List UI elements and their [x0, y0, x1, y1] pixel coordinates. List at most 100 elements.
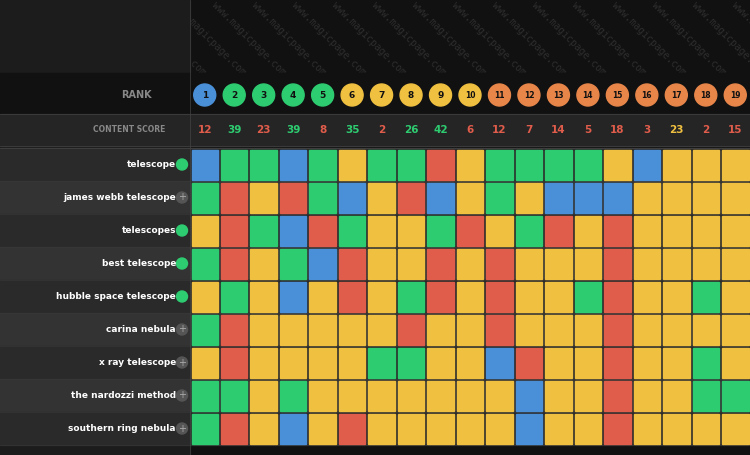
Text: 10: 10 — [465, 91, 476, 100]
Bar — [280, 182, 307, 212]
Bar — [427, 150, 454, 180]
Bar — [545, 216, 572, 246]
Bar — [457, 348, 483, 378]
Bar — [221, 182, 248, 212]
Bar — [692, 348, 719, 378]
Bar — [368, 182, 394, 212]
Circle shape — [176, 291, 188, 302]
Bar — [398, 380, 424, 410]
Bar — [191, 414, 218, 444]
Bar — [280, 282, 307, 312]
Bar — [0, 181, 750, 214]
Text: 7: 7 — [379, 91, 385, 100]
Bar — [251, 282, 277, 312]
Text: 1: 1 — [202, 91, 208, 100]
Bar — [457, 248, 483, 278]
Bar — [368, 282, 394, 312]
Text: 39: 39 — [286, 125, 300, 135]
Bar — [339, 348, 365, 378]
Text: 39: 39 — [227, 125, 242, 135]
Bar — [663, 314, 689, 344]
Text: www.magicpage.com/bl: www.magicpage.com/bl — [170, 0, 260, 90]
Bar — [486, 248, 513, 278]
Bar — [191, 182, 218, 212]
Bar — [310, 248, 336, 278]
Bar — [310, 282, 336, 312]
Bar — [545, 314, 572, 344]
Text: 2: 2 — [702, 125, 709, 135]
Bar — [722, 216, 748, 246]
Circle shape — [176, 390, 188, 401]
Bar — [427, 282, 454, 312]
Bar — [545, 248, 572, 278]
Text: 12: 12 — [197, 125, 212, 135]
Bar — [368, 216, 394, 246]
Text: 6: 6 — [349, 91, 355, 100]
Bar — [692, 150, 719, 180]
Text: 18: 18 — [700, 91, 711, 100]
Bar — [604, 348, 631, 378]
Bar — [339, 216, 365, 246]
Bar — [398, 414, 424, 444]
Bar — [310, 182, 336, 212]
Circle shape — [518, 84, 540, 106]
Circle shape — [176, 324, 188, 335]
Text: 18: 18 — [610, 125, 625, 135]
Bar — [692, 248, 719, 278]
Bar — [0, 379, 750, 412]
Bar — [191, 380, 218, 410]
Circle shape — [694, 84, 717, 106]
Bar — [722, 348, 748, 378]
Bar — [486, 380, 513, 410]
Circle shape — [176, 159, 188, 170]
Bar — [221, 150, 248, 180]
Bar — [604, 414, 631, 444]
Bar — [574, 380, 602, 410]
Bar — [634, 248, 660, 278]
Text: www.magicpage.com/bl: www.magicpage.com/bl — [690, 0, 750, 90]
Circle shape — [548, 84, 569, 106]
Bar — [310, 150, 336, 180]
Text: www.magicpage.com/bl: www.magicpage.com/bl — [130, 0, 220, 90]
Bar — [516, 216, 542, 246]
Bar — [251, 414, 277, 444]
Bar — [221, 282, 248, 312]
Bar — [191, 248, 218, 278]
Text: www.magicpage.com/bl: www.magicpage.com/bl — [330, 0, 420, 90]
Bar — [0, 114, 750, 146]
Bar — [191, 150, 218, 180]
Text: www.magicpage.com/bl: www.magicpage.com/bl — [530, 0, 620, 90]
Bar — [368, 414, 394, 444]
Bar — [457, 314, 483, 344]
Text: 19: 19 — [730, 91, 740, 100]
Bar — [634, 380, 660, 410]
Bar — [516, 414, 542, 444]
Circle shape — [341, 84, 363, 106]
Text: www.magicpage.com/bl: www.magicpage.com/bl — [410, 0, 500, 90]
Bar — [604, 150, 631, 180]
Bar — [0, 313, 750, 346]
Bar — [280, 216, 307, 246]
Text: www.magicpage.com/bl: www.magicpage.com/bl — [250, 0, 340, 90]
Text: 26: 26 — [404, 125, 418, 135]
Text: +: + — [178, 424, 186, 434]
Text: 17: 17 — [671, 91, 682, 100]
Bar — [457, 282, 483, 312]
Bar — [221, 380, 248, 410]
Bar — [368, 380, 394, 410]
Text: +: + — [178, 192, 186, 202]
Text: +: + — [178, 324, 186, 334]
Bar — [604, 282, 631, 312]
Bar — [663, 380, 689, 410]
Text: www.magicpage.com/bl: www.magicpage.com/bl — [290, 0, 380, 90]
Bar — [634, 182, 660, 212]
Bar — [574, 150, 602, 180]
Circle shape — [400, 84, 422, 106]
Bar — [574, 414, 602, 444]
Text: www.magicpage.com/bl: www.magicpage.com/bl — [50, 0, 140, 90]
Bar — [692, 414, 719, 444]
Text: 14: 14 — [551, 125, 566, 135]
Circle shape — [253, 84, 274, 106]
Bar — [486, 216, 513, 246]
Bar — [663, 348, 689, 378]
